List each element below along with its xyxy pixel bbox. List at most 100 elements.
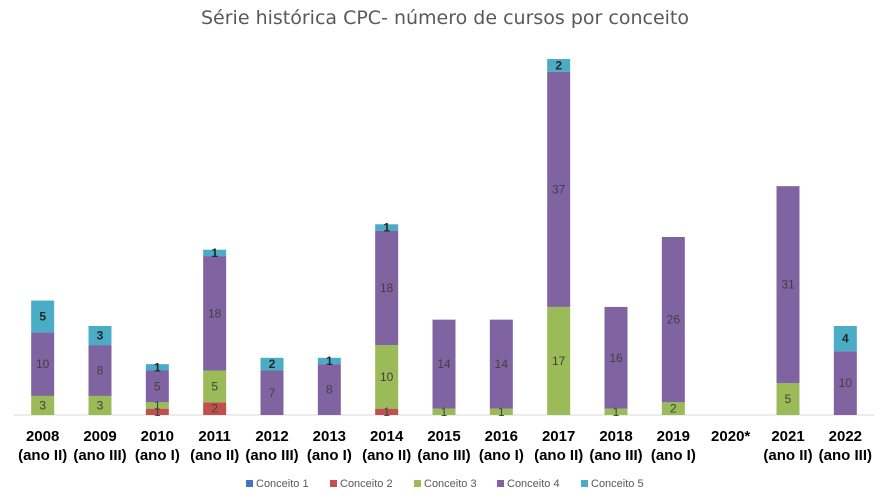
category-label: 2020* xyxy=(711,428,750,445)
data-label: 5 xyxy=(211,379,218,393)
legend-label: Conceito 1 xyxy=(256,478,309,490)
category-year: 2012 xyxy=(255,428,288,445)
category-label: 2017 (ano II) xyxy=(534,428,583,464)
data-label: 16 xyxy=(609,351,623,365)
data-label: 5 xyxy=(154,379,161,393)
bar-segment xyxy=(260,370,284,415)
category-cycle: (ano II) xyxy=(190,447,239,464)
bar-segment xyxy=(547,71,571,307)
category-year: 2013 xyxy=(313,428,346,445)
category-cycle: (ano III) xyxy=(73,447,126,464)
bar-segment xyxy=(375,345,399,409)
category-year: 2018 xyxy=(599,428,632,445)
data-label: 1 xyxy=(383,405,390,419)
category-year: 2016 xyxy=(485,428,518,445)
category-year: 2017 xyxy=(542,428,575,445)
category-year: 2009 xyxy=(83,428,116,445)
bar-segment xyxy=(145,370,169,403)
data-label: 2 xyxy=(211,402,218,416)
category-label: 2008 (ano II) xyxy=(18,428,67,464)
data-label: 1 xyxy=(211,246,218,260)
category-year: 2011 xyxy=(198,428,231,445)
category-label: 2011 (ano II) xyxy=(190,428,239,464)
category-cycle: (ano II) xyxy=(534,447,583,464)
category-year: 2019 xyxy=(657,428,690,445)
data-label: 26 xyxy=(667,313,681,327)
bar-segment xyxy=(317,357,341,365)
category-year: 2014 xyxy=(370,428,404,445)
category-cycle: (ano III) xyxy=(245,447,298,464)
category-labels-layer: 2008 (ano II) 2009 (ano III) 2010 (ano I) 2011… xyxy=(18,428,872,464)
bar-segment xyxy=(375,224,399,231)
data-label: 8 xyxy=(326,383,333,397)
bar-segment xyxy=(489,319,513,409)
legend-swatch xyxy=(330,480,337,487)
bar-segment xyxy=(547,306,571,415)
category-cycle: (ano II) xyxy=(763,447,812,464)
data-label: 2 xyxy=(555,58,562,72)
category-label: 2018 (ano III) xyxy=(589,428,642,464)
legend-item: Conceito 3 xyxy=(414,478,477,490)
bar-segment xyxy=(833,326,857,352)
legend-item: Conceito 5 xyxy=(581,478,644,490)
data-label: 17 xyxy=(552,354,566,368)
data-label: 10 xyxy=(36,357,50,371)
data-label: 14 xyxy=(437,357,451,371)
category-cycle: (ano II) xyxy=(18,447,67,464)
data-label: 2 xyxy=(269,357,276,371)
data-label: 5 xyxy=(785,392,792,406)
data-label: 1 xyxy=(154,360,161,374)
bar-segment xyxy=(432,408,456,415)
legend: Conceito 1 Conceito 2 Conceito 3 Conceito 4… xyxy=(246,478,644,490)
data-label: 10 xyxy=(839,376,853,390)
bar-segment xyxy=(203,249,227,257)
data-label: 2 xyxy=(670,402,677,416)
bar-segment xyxy=(375,408,399,415)
category-year: 2015 xyxy=(427,428,460,445)
category-cycle: (ano III) xyxy=(819,447,872,464)
category-label: 2019 (ano I) xyxy=(651,428,696,464)
bar-segment xyxy=(776,383,800,415)
data-label: 1 xyxy=(498,405,505,419)
bar-segment xyxy=(88,395,112,415)
bar-segment xyxy=(547,59,571,72)
data-label: 3 xyxy=(97,398,104,412)
legend-label: Conceito 4 xyxy=(507,478,560,490)
category-year: 2010 xyxy=(141,428,174,445)
data-label: 1 xyxy=(383,220,390,234)
bar-segment xyxy=(31,395,55,415)
bar-segment xyxy=(833,351,857,415)
data-label: 1 xyxy=(613,405,620,419)
bar-segment xyxy=(260,357,284,371)
data-label: 14 xyxy=(495,357,509,371)
category-cycle: (ano I) xyxy=(651,447,696,464)
data-label: 1 xyxy=(154,405,161,419)
legend-swatch xyxy=(414,480,421,487)
bar-segment xyxy=(88,326,112,346)
data-label: 8 xyxy=(97,364,104,378)
chart-title: Série histórica CPC- número de cursos po… xyxy=(201,7,689,29)
category-year: 2022 xyxy=(829,428,862,445)
data-label: 31 xyxy=(781,278,795,292)
data-label: 1 xyxy=(154,398,161,412)
category-label: 2012 (ano III) xyxy=(245,428,298,464)
category-label: 2021 (ano II) xyxy=(763,428,812,464)
data-label: 3 xyxy=(97,329,104,343)
data-label: 1 xyxy=(326,354,333,368)
data-label: 18 xyxy=(380,281,394,295)
bar-segment xyxy=(203,402,227,415)
bar-segment xyxy=(145,364,169,371)
data-label: 10 xyxy=(380,370,394,384)
bar-segment xyxy=(31,300,55,333)
category-cycle: (ano I) xyxy=(135,447,180,464)
data-label: 7 xyxy=(269,386,276,400)
category-cycle: (ano III) xyxy=(589,447,642,464)
bar-segment xyxy=(31,332,55,396)
category-cycle: (ano III) xyxy=(417,447,470,464)
category-label: 2022 (ano III) xyxy=(819,428,872,464)
category-year: 2020* xyxy=(711,428,750,445)
bar-segment xyxy=(604,306,628,409)
data-label: 18 xyxy=(208,306,222,320)
